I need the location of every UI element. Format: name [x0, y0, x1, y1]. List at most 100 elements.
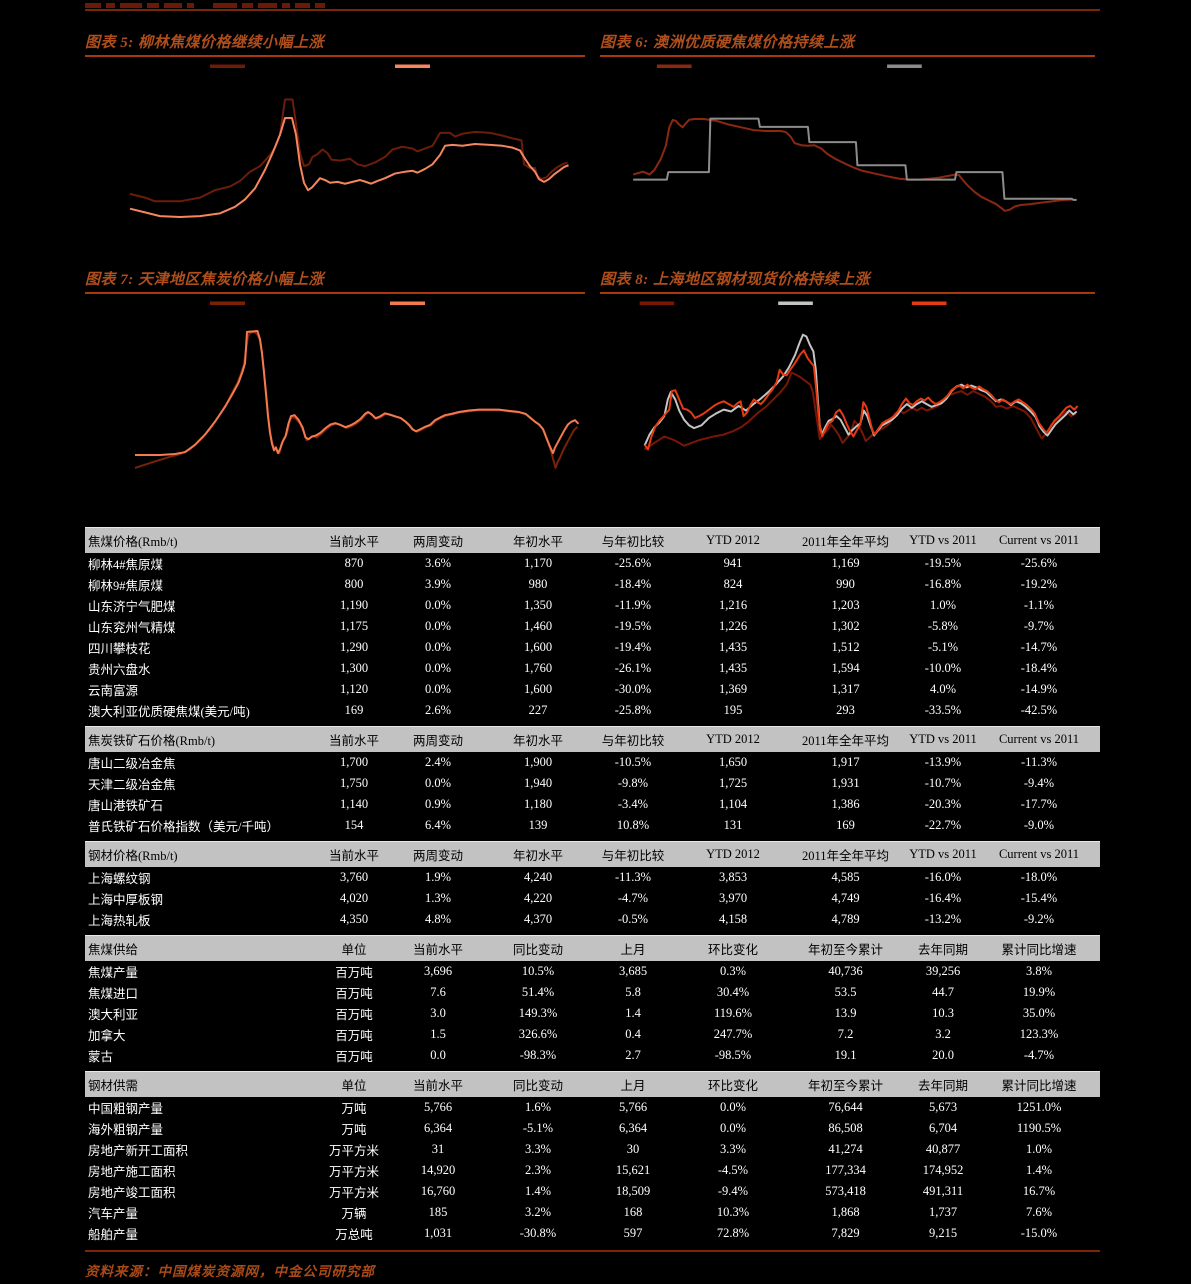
cell-value: 10.5%: [521, 964, 555, 978]
cell-value: -0.5%: [617, 912, 649, 926]
series-line: [645, 373, 1077, 450]
column-header: 与年初比较: [583, 841, 683, 867]
cell-value: -5.1%: [927, 640, 959, 654]
table-coke-iron-ore-price: 焦炭铁矿石价格(Rmb/t) 当前水平 两周变动 年初水平 与年初比较 YTD 2012 2…: [85, 726, 1100, 836]
cell-value: -16.8%: [924, 577, 962, 591]
cell-value: 1,226: [718, 619, 748, 633]
table-coking-coal-supply: 焦煤供给 单位 当前水平 同比变动 上月 环比变化 年初至今累计 去年同期 累计同比增速 焦煤产量…: [85, 935, 1100, 1066]
cell-value: 169: [836, 818, 855, 832]
row-label: 山东兖州气精煤: [88, 621, 176, 635]
column-header: 去年同期: [908, 1071, 978, 1097]
cell-value: 293: [836, 703, 855, 717]
cell-value: -10.5%: [614, 755, 652, 769]
cell-value: 1251.0%: [1016, 1100, 1062, 1114]
cell-value: -19.4%: [614, 640, 652, 654]
cell-value: 1,350: [523, 598, 553, 612]
cell-value: 10.8%: [616, 818, 650, 832]
cell-value: -19.5%: [924, 556, 962, 570]
cell-value: 35.0%: [1022, 1006, 1056, 1020]
cell-value: 3.0: [430, 1006, 446, 1020]
cell-value: 4,370: [523, 912, 553, 926]
series-line: [633, 119, 1073, 211]
cell-value: -19.5%: [614, 619, 652, 633]
column-header: 环比变化: [683, 1071, 783, 1097]
table-coking-coal-price: 焦煤价格(Rmb/t) 当前水平 两周变动 年初水平 与年初比较 YTD 2012 2011…: [85, 527, 1100, 721]
source-note: 资料来源：中国煤炭资源网，中金公司研究部: [85, 1264, 375, 1279]
cell-value: 5,766: [423, 1100, 453, 1114]
cell-value: -33.5%: [924, 703, 962, 717]
table-row: 汽车产量 万辆 185 3.2% 168 10.3% 1,868 1,737 7.6%: [85, 1202, 1100, 1223]
table-row: 上海中厚板钢 4,020 1.3% 4,220 -4.7% 3,970 4,749 -16.4…: [85, 888, 1100, 909]
cell-value: 3,685: [618, 964, 648, 978]
charts-grid: 图表 5: 柳林焦煤价格继续小幅上涨 图表 6: 澳洲优质硬焦煤价格持续上涨 图…: [85, 27, 1100, 479]
cell-value: 1,725: [718, 776, 748, 790]
cell-value: 1,300: [339, 661, 369, 675]
chart-5-canvas: [85, 57, 585, 242]
cell-value: 4,240: [523, 870, 553, 884]
cell-value: 1,140: [339, 797, 369, 811]
column-header: 单位: [325, 935, 383, 961]
table-row: 普氏铁矿石价格指数（美元/千吨） 154 6.4% 139 10.8% 131 169 -22…: [85, 815, 1100, 836]
cell-value: 3.8%: [1025, 964, 1053, 978]
cell-value: 7.2: [837, 1027, 854, 1041]
row-label: 贵州六盘水: [88, 663, 151, 677]
cell-value: -18.0%: [1020, 870, 1058, 884]
cell-value: -98.3%: [519, 1048, 557, 1062]
row-label: 船舶产量: [88, 1228, 139, 1242]
column-header: 环比变化: [683, 935, 783, 961]
cell-value: 1,216: [718, 598, 748, 612]
cell-value: 30: [626, 1142, 640, 1156]
row-label: 海外粗钢产量: [88, 1123, 164, 1137]
column-header: 两周变动: [383, 726, 493, 752]
cell-value: 18,509: [615, 1184, 651, 1198]
cell-value: 1,386: [831, 797, 860, 811]
cell-value: -17.7%: [1020, 797, 1058, 811]
cell-value: 2.4%: [424, 755, 452, 769]
cell-value: 1,594: [831, 661, 860, 675]
cell-value: 1,700: [339, 755, 369, 769]
column-header: 年初水平: [493, 726, 583, 752]
cell-value: 1,460: [523, 619, 553, 633]
cell-value: 3.3%: [524, 1142, 552, 1156]
column-header: 两周变动: [383, 841, 493, 867]
cell-value: 0.0%: [719, 1121, 747, 1135]
cell-value: 824: [723, 577, 743, 591]
table-row: 唐山港铁矿石 1,140 0.9% 1,180 -3.4% 1,104 1,386 -20.3…: [85, 794, 1100, 815]
page-content: 图表 5: 柳林焦煤价格继续小幅上涨 图表 6: 澳洲优质硬焦煤价格持续上涨 图…: [85, 0, 1100, 1280]
cell-value: 40,736: [828, 964, 863, 978]
column-header: YTD vs 2011: [908, 527, 978, 553]
column-header: 焦煤供给: [85, 935, 325, 961]
cell-value: 5.8: [625, 985, 641, 999]
cell-value: 3.3%: [719, 1142, 747, 1156]
cell-value: -19.2%: [1020, 577, 1058, 591]
cell-value: 4,585: [831, 870, 860, 884]
chart-8-block: 图表 8: 上海地区钢材现货价格持续上涨: [600, 264, 1095, 479]
cell-value: 4,789: [831, 912, 860, 926]
cell-value: 800: [344, 577, 364, 591]
column-header: 钢材供需: [85, 1071, 325, 1097]
cell-value: 1.3%: [424, 891, 452, 905]
cell-value: 13.9: [834, 1006, 857, 1020]
table-row: 澳大利亚 百万吨 3.0 149.3% 1.4 119.6% 13.9 10.3 35.0%: [85, 1003, 1100, 1024]
cell-value: 1,512: [831, 640, 860, 654]
series-line: [645, 350, 1078, 449]
cell-value: 0.0%: [424, 682, 452, 696]
cell-value: 1.5: [430, 1027, 446, 1041]
cell-value: 149.3%: [518, 1006, 558, 1020]
cell-value: -13.9%: [924, 755, 962, 769]
column-header: Current vs 2011: [978, 726, 1100, 752]
chart-6-canvas: [600, 57, 1095, 242]
cell-value: 123.3%: [1019, 1027, 1059, 1041]
table-header-row: 钢材供需 单位 当前水平 同比变动 上月 环比变化 年初至今累计 去年同期 累计同比增速: [85, 1071, 1100, 1097]
cell-value: 1,031: [423, 1226, 453, 1240]
table-row: 船舶产量 万总吨 1,031 -30.8% 597 72.8% 7,829 9,215 -15.…: [85, 1223, 1100, 1244]
cell-value: 6,364: [423, 1121, 453, 1135]
cell-value: 1,868: [831, 1205, 860, 1219]
cell-value: 1,170: [523, 556, 553, 570]
cell-value: 1,120: [339, 682, 369, 696]
cell-value: -5.8%: [927, 619, 959, 633]
cell-value: 2.3%: [524, 1163, 552, 1177]
cell-value: -18.4%: [614, 577, 652, 591]
cell-value: 百万吨: [335, 1029, 373, 1043]
cell-value: 5,673: [928, 1100, 958, 1114]
